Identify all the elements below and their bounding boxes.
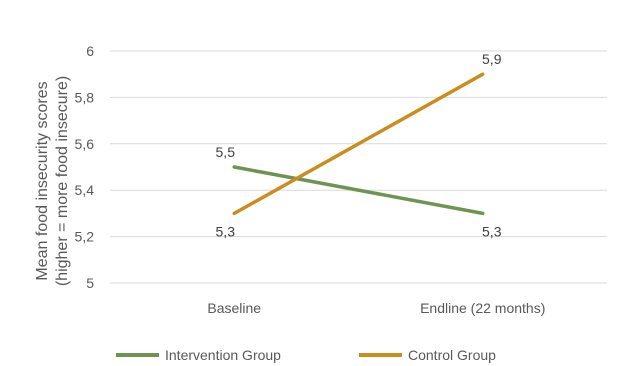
- legend: Intervention Group Control Group: [116, 347, 496, 363]
- y-tick-label: 5: [86, 275, 94, 291]
- legend-label-intervention: Intervention Group: [165, 347, 281, 363]
- grid-lines: [110, 50, 607, 284]
- series-line-control: [232, 72, 485, 216]
- data-labels: 5,5 5,3 5,3 5,9: [216, 51, 502, 239]
- series-lines: [232, 72, 485, 216]
- data-label: 5,3: [482, 223, 502, 239]
- data-label: 5,5: [216, 144, 236, 160]
- y-axis-title-line-2: (higher = more food insecure): [54, 76, 71, 286]
- x-tick-label: Endline (22 months): [420, 300, 545, 316]
- data-label: 5,3: [216, 223, 236, 239]
- x-axis-ticks: Baseline Endline (22 months): [207, 300, 545, 316]
- y-tick-label: 6: [86, 43, 94, 59]
- legend-label-control: Control Group: [408, 347, 496, 363]
- y-tick-label: 5,4: [75, 182, 95, 198]
- series-line-intervention: [232, 165, 485, 216]
- y-tick-label: 5,2: [75, 229, 95, 245]
- y-tick-label: 5,6: [75, 136, 95, 152]
- y-axis-title-line-1: Mean food insecurity scores: [34, 81, 51, 280]
- data-label: 5,9: [482, 51, 502, 67]
- y-axis-ticks: 5 5,2 5,4 5,6 5,8 6: [75, 43, 95, 291]
- y-tick-label: 5,8: [75, 89, 95, 105]
- x-tick-label: Baseline: [207, 300, 261, 316]
